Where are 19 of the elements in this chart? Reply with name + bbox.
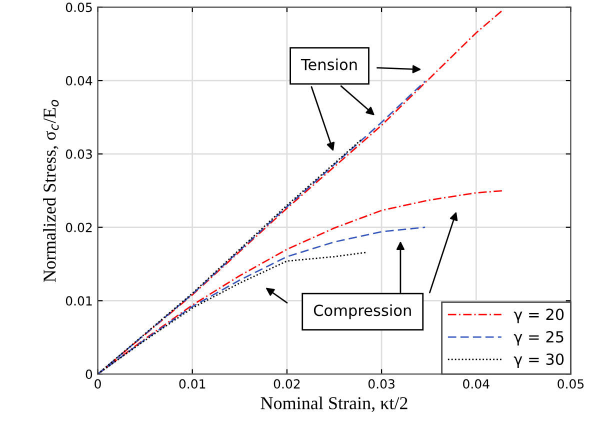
legend-label: γ = 20 [514, 308, 564, 324]
x-tick-label: 0.01 [179, 379, 206, 389]
legend-label: γ = 25 [514, 331, 564, 346]
x-tick-label: 0.02 [274, 379, 300, 389]
y-tick-label: 0.05 [66, 2, 92, 12]
annotation: Tension [300, 58, 357, 70]
y-tick-label: 0.01 [66, 296, 92, 306]
x-tick-label: 0.05 [558, 379, 584, 389]
y-tick-label: 0.03 [66, 149, 92, 159]
y-tick-label: 0.04 [66, 76, 92, 86]
x-axis-title: Nominal Strain, κt/2 [260, 396, 408, 412]
x-tick-label: 0.03 [368, 379, 394, 389]
annotation: Compression [314, 304, 411, 320]
x-tick-label: 0.04 [463, 379, 490, 389]
y-tick-label: 0.02 [66, 222, 92, 232]
y-tick-label: 0 [86, 370, 92, 380]
legend-label: γ = 30 [514, 353, 564, 368]
x-tick-label: 0 [94, 379, 101, 389]
y-axis-title: Normalized Stress, σ$_{c}$/E$_{o}$ [43, 100, 59, 282]
